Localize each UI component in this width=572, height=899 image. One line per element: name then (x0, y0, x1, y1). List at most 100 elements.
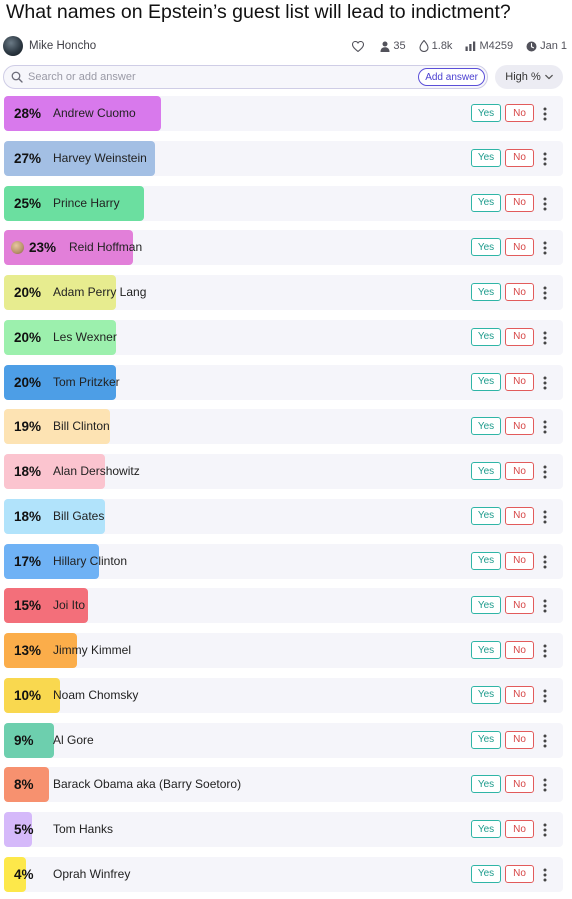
answer-row[interactable]: 9% Al Gore Yes No (4, 722, 563, 758)
answer-probability: 25% (14, 195, 42, 211)
bet-yes-button[interactable]: Yes (471, 730, 501, 749)
more-options-icon[interactable] (539, 284, 551, 302)
answer-row[interactable]: 18% Alan Dershowitz Yes No (4, 454, 563, 489)
probability-bar (4, 185, 144, 221)
answer-name: Noam Chomsky (53, 687, 139, 702)
more-options-icon[interactable] (539, 821, 551, 839)
add-answer-button[interactable]: Add answer (418, 68, 485, 86)
answer-row[interactable]: 20% Tom Pritzker Yes No (4, 364, 563, 400)
bet-no-button[interactable]: No (505, 775, 534, 794)
bet-no-button[interactable]: No (505, 283, 534, 301)
answer-row[interactable]: 17% Hillary Clinton Yes No (4, 543, 563, 579)
more-options-icon[interactable] (539, 418, 551, 436)
more-options-icon[interactable] (539, 597, 551, 615)
answer-probability: 10% (14, 687, 42, 703)
bet-yes-button[interactable]: Yes (471, 641, 501, 659)
more-options-icon[interactable] (539, 642, 551, 660)
answer-row[interactable]: 13% Jimmy Kimmel Yes No (4, 633, 563, 668)
chevron-down-icon (544, 74, 553, 80)
answer-row[interactable]: 19% Bill Clinton Yes No (4, 409, 563, 445)
bet-yes-button[interactable]: Yes (471, 551, 501, 570)
probability-bar (4, 498, 105, 534)
more-options-icon[interactable] (539, 374, 551, 392)
probability-bar (4, 96, 161, 131)
more-options-icon[interactable] (539, 105, 551, 123)
traders-count: 35 (393, 40, 406, 52)
answer-probability: 9% (14, 732, 34, 748)
bet-yes-button[interactable]: Yes (471, 864, 501, 883)
answer-probability: 8% (14, 777, 34, 793)
more-options-icon[interactable] (539, 732, 551, 750)
bet-yes-button[interactable]: Yes (471, 104, 501, 122)
bet-yes-button[interactable]: Yes (471, 327, 501, 346)
more-options-icon[interactable] (539, 508, 551, 526)
bet-no-button[interactable]: No (505, 104, 534, 122)
answer-name: Barack Obama aka (Barry Soetoro) (53, 777, 242, 792)
bet-yes-button[interactable]: Yes (471, 372, 501, 391)
bet-yes-button[interactable]: Yes (471, 775, 501, 794)
answer-row[interactable]: 28% Andrew Cuomo Yes No (4, 96, 563, 131)
bet-no-button[interactable]: No (505, 730, 534, 749)
bet-yes-button[interactable]: Yes (471, 685, 501, 704)
answer-name: Andrew Cuomo (53, 106, 136, 120)
bet-no-button[interactable]: No (505, 148, 534, 167)
answer-row[interactable]: 5% Tom Hanks Yes No (4, 812, 563, 847)
answer-probability: 20% (14, 329, 42, 345)
liquidity-value: M4259 (479, 40, 514, 52)
more-options-icon[interactable] (539, 553, 551, 571)
bet-no-button[interactable]: No (505, 193, 534, 212)
more-options-icon[interactable] (539, 329, 551, 347)
bet-yes-button[interactable]: Yes (471, 506, 501, 525)
more-options-icon[interactable] (539, 150, 551, 168)
answer-name: Prince Harry (53, 195, 120, 210)
answer-row[interactable]: 18% Bill Gates Yes No (4, 498, 563, 534)
more-options-icon[interactable] (539, 239, 551, 257)
answer-row[interactable]: 20% Adam Perry Lang Yes No (4, 275, 563, 310)
search-input[interactable] (28, 71, 419, 83)
author-name[interactable]: Mike Honcho (29, 40, 97, 52)
answer-creator-avatar[interactable] (11, 241, 24, 255)
bet-no-button[interactable]: No (505, 462, 534, 480)
bet-no-button[interactable]: No (505, 864, 534, 883)
more-options-icon[interactable] (539, 776, 551, 794)
bet-no-button[interactable]: No (505, 641, 534, 659)
bet-yes-button[interactable]: Yes (471, 462, 501, 480)
answer-row[interactable]: 20% Les Wexner Yes No (4, 319, 563, 355)
bet-no-button[interactable]: No (505, 327, 534, 346)
author-avatar[interactable] (3, 36, 23, 56)
bet-yes-button[interactable]: Yes (471, 193, 501, 212)
bet-yes-button[interactable]: Yes (471, 596, 501, 615)
more-options-icon[interactable] (539, 866, 551, 884)
bet-yes-button[interactable]: Yes (471, 820, 501, 838)
bet-no-button[interactable]: No (505, 685, 534, 704)
more-options-icon[interactable] (539, 195, 551, 213)
answer-row[interactable]: 8% Barack Obama aka (Barry Soetoro) Yes No (4, 767, 563, 803)
bet-no-button[interactable]: No (505, 238, 534, 257)
more-options-icon[interactable] (539, 687, 551, 705)
bet-no-button[interactable]: No (505, 551, 534, 570)
bet-yes-button[interactable]: Yes (471, 283, 501, 301)
more-options-icon[interactable] (539, 463, 551, 481)
bet-yes-button[interactable]: Yes (471, 148, 501, 167)
answer-name: Joi Ito (53, 598, 86, 613)
like-stat[interactable] (352, 40, 367, 52)
probability-bar (4, 543, 99, 579)
probability-bar (4, 856, 26, 892)
sort-dropdown[interactable]: High % (495, 65, 563, 89)
bet-no-button[interactable]: No (505, 506, 534, 525)
answer-row[interactable]: 15% Joi Ito Yes No (4, 588, 563, 624)
bet-no-button[interactable]: No (505, 820, 534, 838)
answer-row[interactable]: 25% Prince Harry Yes No (4, 185, 563, 221)
heart-icon[interactable] (352, 40, 365, 52)
bet-no-button[interactable]: No (505, 417, 534, 436)
bet-no-button[interactable]: No (505, 596, 534, 615)
bet-yes-button[interactable]: Yes (471, 417, 501, 436)
answer-row[interactable]: 4% Oprah Winfrey Yes No (4, 856, 563, 892)
answer-row[interactable]: 23% Reid Hoffman Yes No (4, 230, 563, 266)
answer-row[interactable]: 27% Harvey Weinstein Yes No (4, 140, 563, 176)
bet-yes-button[interactable]: Yes (471, 238, 501, 257)
probability-bar (4, 454, 105, 489)
probability-bar (4, 319, 116, 355)
bet-no-button[interactable]: No (505, 372, 534, 391)
answer-row[interactable]: 10% Noam Chomsky Yes No (4, 677, 563, 713)
